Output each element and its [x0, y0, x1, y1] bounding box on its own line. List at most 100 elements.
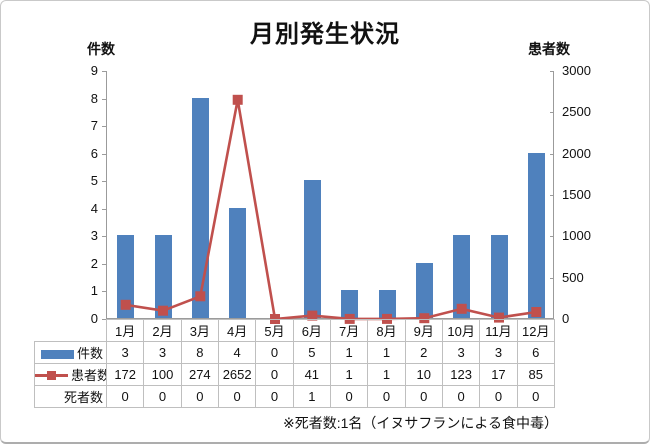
table-cell-患者数-3月: 274 — [180, 363, 219, 386]
line-marker-7月 — [344, 313, 355, 324]
table-corner-cell — [35, 320, 107, 342]
left-axis-tick-mark — [102, 181, 106, 183]
month-label: 2月 — [143, 319, 182, 342]
left-axis-tick-label: 6 — [90, 145, 98, 161]
month-label: 7月 — [329, 319, 369, 342]
month-label: 4月 — [217, 319, 257, 342]
table-cell-患者数-8月: 1 — [367, 363, 406, 386]
right-axis-title: 患者数 — [528, 41, 570, 57]
series-label-text: 死者数 — [63, 390, 103, 405]
left-axis-tick-mark — [102, 319, 106, 320]
bar-6月 — [303, 180, 321, 318]
bar-11月 — [490, 235, 508, 318]
plot-area — [106, 71, 554, 324]
left-axis-tick-label: 4 — [90, 200, 98, 216]
left-axis-tick-mark — [102, 71, 106, 72]
month-label: 11月 — [479, 319, 518, 342]
series-label-patients: 患者数 — [34, 363, 107, 386]
legend-line-marker-swatch-icon — [35, 370, 68, 381]
line-marker-12月 — [531, 307, 542, 317]
table-cell-件数-9月: 2 — [404, 341, 443, 364]
month-label: 9月 — [404, 319, 443, 342]
left-axis-tick-mark — [102, 126, 106, 128]
patients-line-series — [120, 94, 542, 324]
bar-1月 — [117, 235, 135, 318]
right-axis-tick-mark — [550, 112, 554, 114]
bar-9月 — [415, 262, 433, 318]
bar-4月 — [229, 207, 247, 318]
table-cell-死者数-1月: 0 — [105, 385, 145, 408]
table-cell-死者数-4月: 0 — [217, 385, 257, 408]
month-label: 1月 — [105, 319, 145, 342]
left-axis-tick-label: 1 — [90, 283, 98, 299]
right-axis-tick-label: 1000 — [562, 228, 591, 244]
chart-title: 月別発生状況 — [250, 21, 400, 48]
right-axis-tick-label: 500 — [562, 269, 584, 285]
table-cell-患者数-6月: 41 — [292, 363, 331, 386]
series-label-cases: 件数 — [34, 341, 107, 364]
left-axis-tick-mark — [102, 98, 106, 100]
table-cell-件数-5月: 0 — [255, 341, 294, 364]
line-marker-2月 — [158, 305, 168, 316]
table-cell-件数-8月: 1 — [367, 341, 406, 364]
line-marker-1月 — [120, 299, 131, 310]
table-cell-患者数-12月: 85 — [516, 363, 555, 386]
bar-10月 — [453, 235, 471, 318]
table-cell-患者数-7月: 1 — [329, 363, 369, 386]
left-axis-tick-mark — [102, 153, 106, 155]
right-axis-tick-label: 2000 — [562, 145, 591, 161]
line-marker-3月 — [195, 291, 206, 302]
bar-12月 — [527, 152, 545, 318]
left-axis-tick-label: 7 — [90, 118, 98, 134]
table-cell-件数-2月: 3 — [143, 341, 182, 364]
legend-bar-swatch-icon — [40, 350, 74, 359]
table-cell-患者数-1月: 172 — [105, 363, 145, 386]
left-axis-tick-label: 0 — [90, 311, 98, 326]
month-label: 10月 — [441, 319, 481, 342]
left-axis-tick-mark — [102, 208, 106, 210]
table-cell-死者数-10月: 0 — [441, 385, 481, 408]
table-cell-死者数-2月: 0 — [143, 385, 182, 408]
month-label: 12月 — [516, 319, 555, 342]
table-cell-患者数-4月: 2652 — [217, 363, 257, 386]
left-axis-tick-mark — [102, 236, 106, 238]
table-cell-患者数-9月: 10 — [404, 363, 443, 386]
table-cell-死者数-9月: 0 — [404, 385, 443, 408]
table-cell-件数-7月: 1 — [329, 341, 369, 364]
line-marker-10月 — [456, 303, 467, 314]
series-label-text: 件数 — [76, 346, 103, 361]
left-axis-tick-mark — [102, 291, 106, 293]
table-cell-死者数-6月: 1 — [292, 385, 331, 408]
right-axis-tick-mark — [550, 153, 554, 155]
table-cell-死者数-11月: 0 — [479, 385, 518, 408]
table-cell-件数-12月: 6 — [516, 341, 555, 364]
footnote: ※死者数:1名（イヌサフランによる食中毒） — [283, 415, 558, 431]
line-marker-9月 — [419, 313, 430, 324]
left-axis-tick-label: 2 — [90, 255, 98, 271]
bar-3月 — [191, 97, 209, 318]
table-cell-件数-10月: 3 — [441, 341, 481, 364]
right-axis-tick-mark — [550, 236, 554, 238]
table-cell-件数-6月: 5 — [292, 341, 331, 364]
bar-7月 — [341, 290, 359, 318]
table-cell-患者数-2月: 100 — [143, 363, 182, 386]
table-cell-件数-3月: 8 — [180, 341, 219, 364]
series-label-text: 患者数 — [71, 368, 107, 383]
line-marker-4月 — [232, 94, 243, 105]
table-cell-死者数-3月: 0 — [180, 385, 219, 408]
table-cell-患者数-10月: 123 — [441, 363, 481, 386]
month-label: 5月 — [255, 319, 294, 342]
month-label: 6月 — [292, 319, 331, 342]
left-axis-tick-label: 3 — [90, 228, 98, 244]
table-cell-患者数-11月: 17 — [479, 363, 518, 386]
left-axis-tick-label: 5 — [90, 173, 98, 189]
bar-2月 — [154, 235, 172, 318]
table-cell-死者数-8月: 0 — [367, 385, 406, 408]
table-cell-死者数-5月: 0 — [255, 385, 294, 408]
bar-8月 — [378, 290, 396, 318]
right-axis-tick-mark — [550, 71, 554, 72]
left-axis-tick-label: 9 — [90, 63, 98, 78]
data-table: 1月 2月 3月 4月 5月 6月 7月 8月 9月 10月 11月 12月 件数 3 3 8 4 0 5 1 1 2 3 3… — [34, 319, 555, 408]
table-cell-死者数-12月: 0 — [516, 385, 555, 408]
